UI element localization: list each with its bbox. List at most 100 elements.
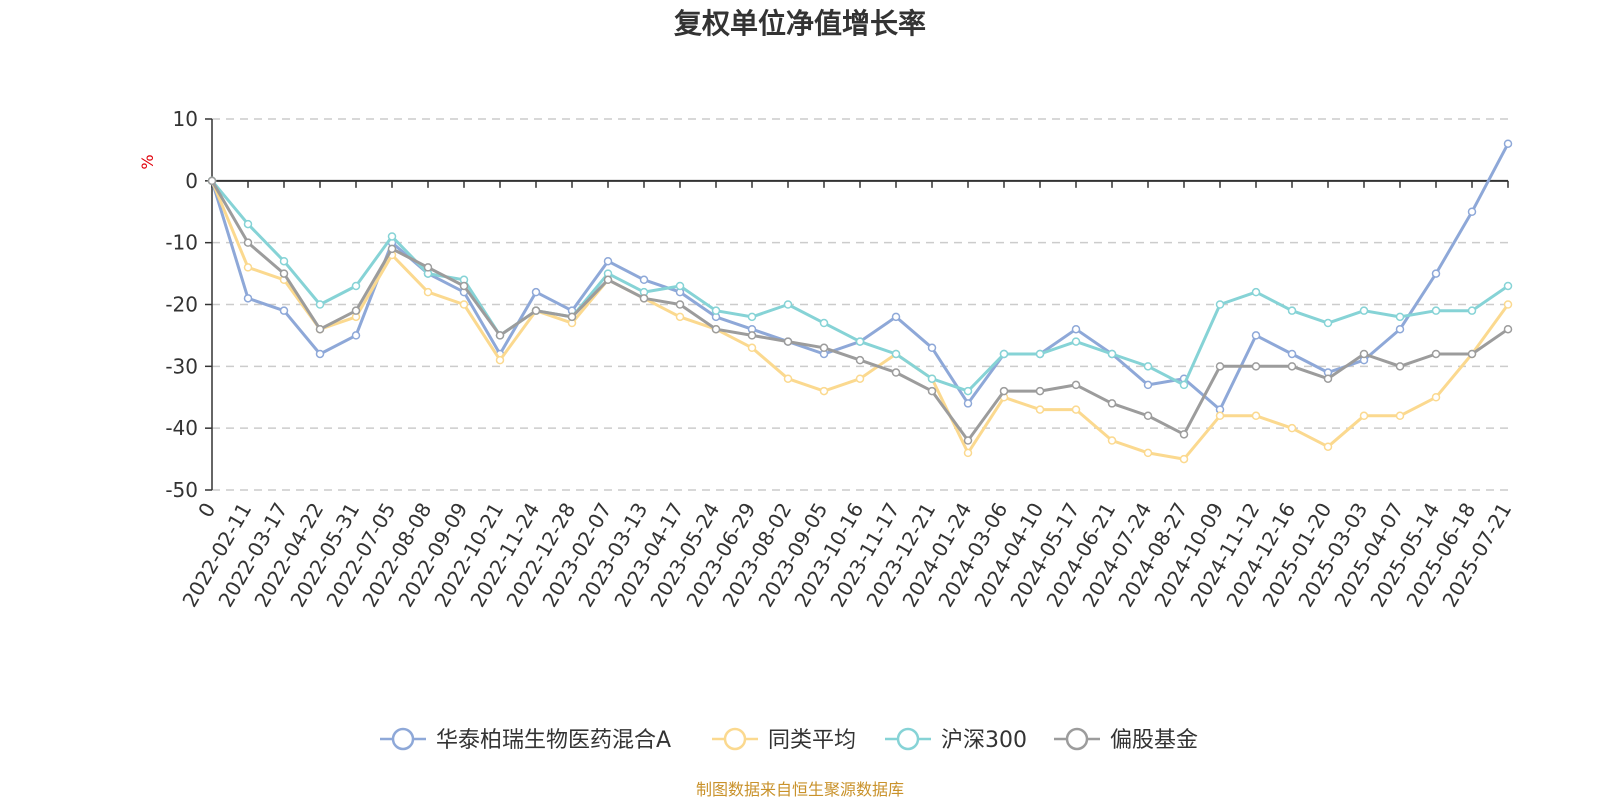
- data-point: [675, 312, 685, 322]
- data-point: [459, 300, 469, 309]
- data-point: [1143, 448, 1153, 458]
- data-point: [279, 269, 289, 278]
- data-point: [243, 238, 253, 247]
- y-tick-label: 10: [173, 107, 198, 131]
- data-point: [207, 176, 217, 186]
- legend[interactable]: 华泰柏瑞生物医药混合A 同类平均 沪深300 偏股基金: [380, 727, 1198, 753]
- source-note: 制图数据来自恒生聚源数据库: [696, 780, 904, 799]
- data-point: [927, 374, 937, 383]
- data-point: [675, 300, 685, 309]
- legend-circle-icon: [896, 727, 920, 751]
- data-point: [603, 256, 613, 266]
- data-point: [1179, 430, 1189, 439]
- legend-item-2[interactable]: 沪深300: [885, 727, 1027, 753]
- data-point: [639, 294, 649, 303]
- x-tick-labels: 02022-02-112022-03-172022-04-222022-05-3…: [177, 499, 1516, 612]
- data-point: [243, 294, 253, 303]
- data-point: [1323, 442, 1333, 451]
- data-point: [315, 349, 325, 359]
- data-point: [387, 232, 397, 241]
- data-point: [711, 324, 721, 334]
- data-point: [1431, 393, 1441, 402]
- data-point: [1359, 349, 1369, 359]
- data-point: [963, 399, 973, 408]
- grid-lines: [212, 118, 1508, 491]
- data-point: [603, 275, 613, 285]
- data-point: [1431, 349, 1441, 359]
- data-point: [279, 256, 289, 266]
- legend-item-1[interactable]: 同类平均: [712, 727, 856, 753]
- data-point: [747, 331, 757, 340]
- data-point: [315, 324, 325, 334]
- legend-label: 华泰柏瑞生物医药混合A: [436, 728, 671, 753]
- x-tick-label: 0: [193, 499, 220, 522]
- legend-label: 沪深300: [941, 728, 1027, 753]
- data-point: [1143, 362, 1153, 371]
- series-lines: [207, 139, 1513, 464]
- data-point: [1395, 312, 1405, 322]
- data-point: [1287, 423, 1297, 433]
- data-point: [351, 331, 361, 340]
- data-point: [711, 306, 721, 315]
- y-tick-labels: 10 0 -10 -20 -30 -40 -50: [165, 107, 198, 502]
- legend-circle-icon: [723, 727, 747, 751]
- data-point: [531, 306, 541, 315]
- data-point: [1251, 287, 1261, 297]
- legend-label: 同类平均: [768, 728, 856, 753]
- data-point: [1071, 324, 1081, 334]
- data-point: [891, 368, 901, 377]
- data-point: [1503, 139, 1513, 148]
- data-point: [1215, 411, 1225, 421]
- data-point: [675, 281, 685, 291]
- data-point: [1071, 337, 1081, 346]
- legend-item-0[interactable]: 华泰柏瑞生物医药混合A: [380, 727, 671, 753]
- data-point: [855, 337, 865, 346]
- data-point: [1287, 349, 1297, 359]
- data-point: [1251, 411, 1261, 421]
- data-point: [351, 281, 361, 291]
- data-point: [1035, 386, 1045, 396]
- data-point: [423, 263, 433, 272]
- data-point: [531, 287, 541, 297]
- legend-circle-icon: [1065, 727, 1089, 751]
- data-point: [1035, 405, 1045, 414]
- data-point: [819, 318, 829, 328]
- data-point: [1215, 300, 1225, 309]
- data-point: [639, 275, 649, 285]
- data-point: [819, 386, 829, 396]
- series-line-3: [210, 180, 1509, 442]
- data-point: [1359, 306, 1369, 315]
- data-point: [855, 355, 865, 365]
- data-point: [747, 312, 757, 322]
- data-point: [855, 374, 865, 383]
- legend-item-3[interactable]: 偏股基金: [1054, 727, 1198, 753]
- data-point: [783, 374, 793, 383]
- data-point: [1287, 362, 1297, 371]
- y-tick-label: -10: [165, 231, 198, 255]
- y-tick-label: 0: [185, 169, 198, 193]
- y-tick-label: -30: [165, 354, 198, 378]
- chart-title: 复权单位净值增长率: [674, 7, 926, 40]
- data-point: [1251, 331, 1261, 340]
- data-point: [783, 300, 793, 309]
- data-point: [1467, 349, 1477, 359]
- data-point: [999, 349, 1009, 359]
- data-point: [1215, 362, 1225, 371]
- data-point: [1503, 324, 1513, 334]
- data-point: [351, 306, 361, 315]
- data-point: [1467, 207, 1477, 216]
- data-point: [999, 386, 1009, 396]
- data-point: [1179, 380, 1189, 390]
- data-point: [243, 263, 253, 272]
- data-point: [567, 312, 577, 322]
- data-point: [891, 349, 901, 359]
- data-point: [1107, 399, 1117, 408]
- y-tick-label: -50: [165, 478, 198, 502]
- data-point: [1431, 306, 1441, 315]
- y-tick-label: -40: [165, 416, 198, 440]
- data-point: [1323, 374, 1333, 383]
- data-point: [1395, 324, 1405, 334]
- data-point: [459, 281, 469, 291]
- data-point: [1107, 436, 1117, 445]
